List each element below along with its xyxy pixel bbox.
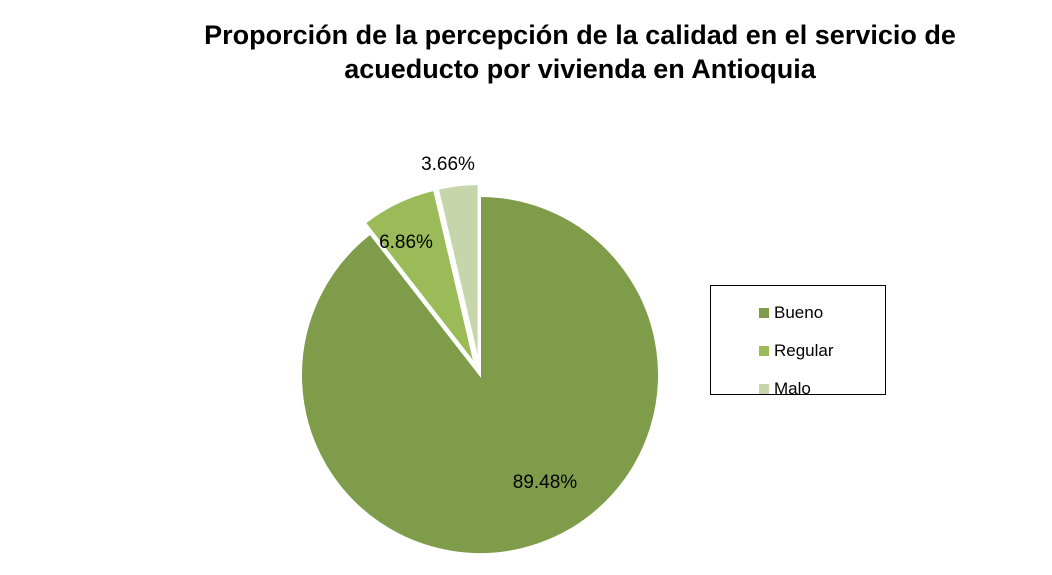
legend: Bueno Regular Malo [710,285,886,398]
legend-swatch-regular [759,346,769,356]
legend-item-bueno: Bueno [711,294,885,332]
legend-label-malo: Malo [774,379,811,398]
pie-slice-bueno [300,194,660,555]
chart-title-line-1: Proporción de la percepción de la calida… [204,20,956,50]
chart-title: Proporción de la percepción de la calida… [130,18,1030,86]
pie-slice-regular [363,188,476,365]
data-label-regular: 6.86% [379,232,433,253]
legend-label-bueno: Bueno [774,303,824,322]
data-label-bueno: 89.48% [513,472,578,493]
legend-swatch-bueno [759,308,769,318]
chart-title-line-2: acueducto por vivienda en Antioquia [344,54,816,84]
pie-slice-malo [436,183,480,364]
data-label-malo: 3.66% [421,154,475,175]
legend-swatch-malo [759,384,769,394]
legend-item-regular: Regular [711,332,885,370]
legend-label-regular: Regular [774,341,834,360]
legend-item-malo: Malo [711,370,885,408]
